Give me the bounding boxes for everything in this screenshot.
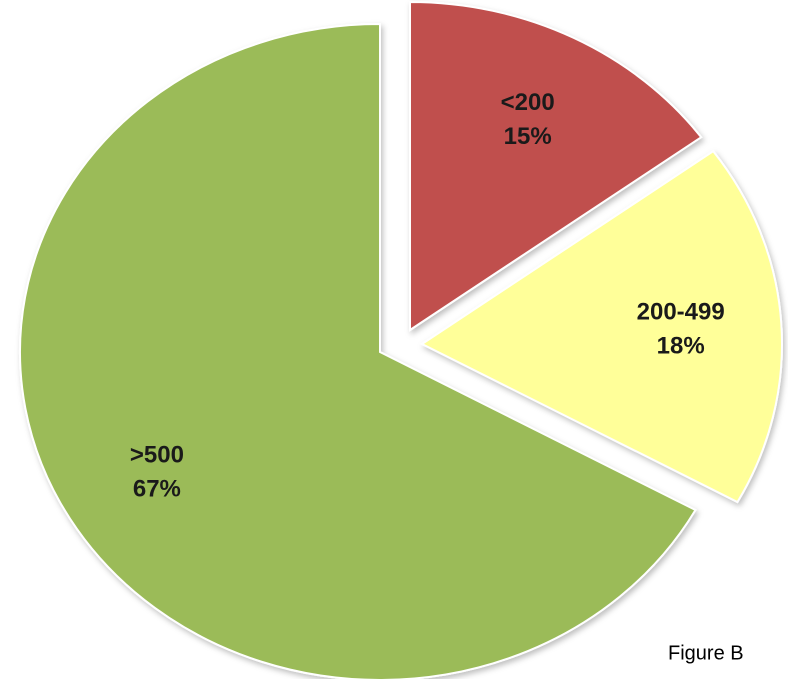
slice [420,149,783,504]
slice-value: 15% [504,123,552,150]
slice-value: 67% [133,476,181,503]
slices [19,0,783,679]
annotation: Figure B [668,642,744,664]
slice [19,22,697,679]
slice-category: <200 [501,89,555,116]
slice-category: 200-499 [637,299,725,326]
slice-category: >500 [130,442,184,469]
slice-value: 18% [657,333,705,360]
labels: <200 15% 200-499 18% >500 67% [130,89,725,503]
slice [409,0,703,332]
